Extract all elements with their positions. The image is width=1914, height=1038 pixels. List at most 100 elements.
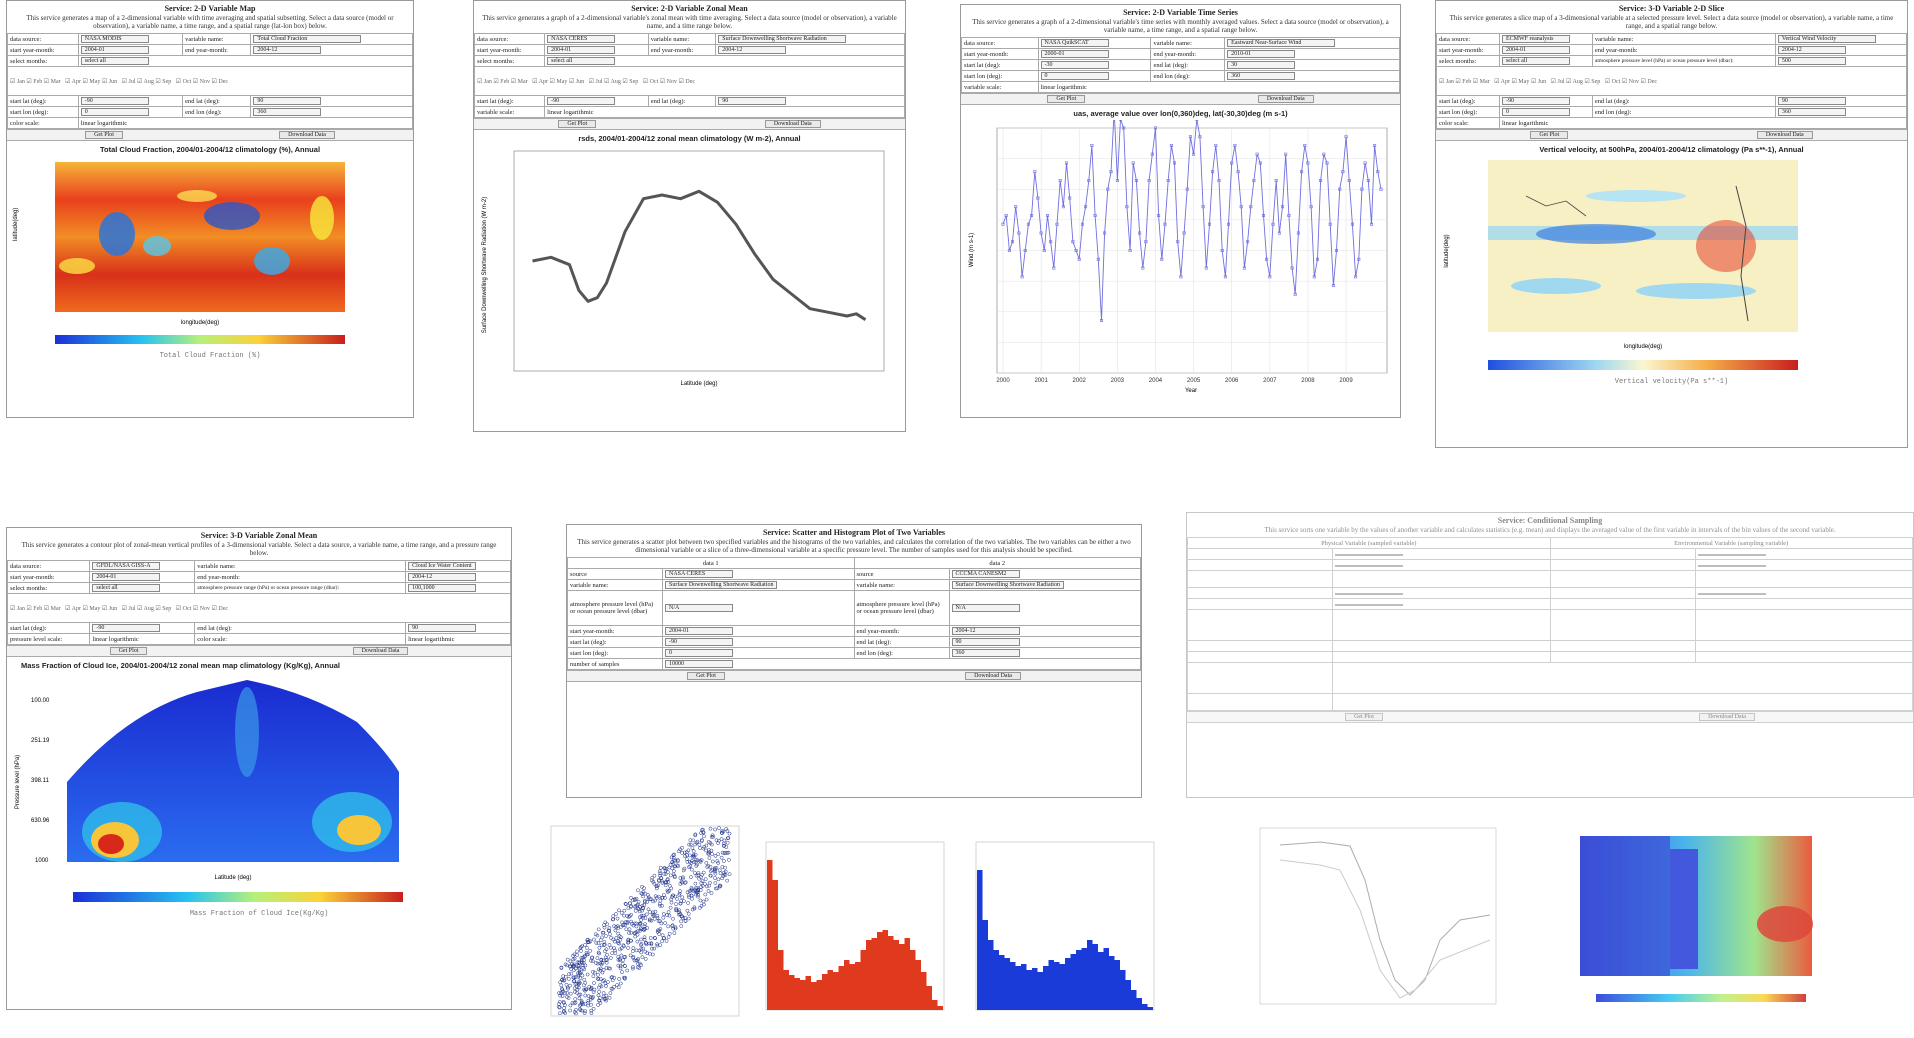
start-month-input[interactable]: 2004-01 [547,46,616,54]
pressure-scale-radio[interactable]: linear logarithmic [89,633,196,645]
scatter-point [707,850,712,855]
download-data-button[interactable]: Download Data [352,647,409,655]
pressure-level1-input[interactable]: N/A [665,604,733,612]
scatter-point [622,964,627,968]
source-select[interactable]: GFDL/NASA GISS-A [92,562,161,570]
get-plot-button[interactable]: Get Plot [85,131,123,139]
data-point [1322,152,1326,156]
download-data-button[interactable]: Download Data [1257,95,1314,103]
variable-select[interactable]: Cloud Ice Water Content [408,562,477,570]
start-lat-input[interactable]: -90 [92,624,161,632]
start-lat-input[interactable]: -30 [1040,61,1109,69]
get-plot-button[interactable]: Get Plot [1047,95,1086,103]
start-month-input[interactable]: 2004-01 [665,627,733,635]
download-data-button[interactable]: Download Data [764,120,821,128]
get-plot-button[interactable]: Get Plot [687,672,725,680]
variable1-select[interactable]: Surface Downwelling Shortwave Radiation [665,581,778,589]
start-month-input[interactable]: 2004-01 [92,573,161,581]
download-data-button[interactable]: Download Data [279,131,335,139]
end-month-input[interactable]: 2004-12 [718,46,787,54]
end-month-input[interactable]: 2010-01 [1227,50,1296,58]
start-lat-input[interactable]: -90 [665,638,733,646]
get-plot-button[interactable]: Get Plot [1345,713,1383,721]
end-month-input[interactable] [1697,592,1766,595]
start-lat-input[interactable]: -90 [547,97,616,105]
download-data-button[interactable]: Download Data [1699,713,1755,721]
months-select[interactable]: select all [547,57,616,65]
end-lat-input[interactable]: 90 [408,624,477,632]
month-checkboxes[interactable]: ☑ Jan ☑ Feb ☑ Mar ☑ Apr ☑ May ☑ Jun ☑ Ju… [7,66,413,96]
start-lon-input[interactable]: 0 [80,108,149,116]
histogram-bar [1076,950,1082,1010]
end-lat-input[interactable]: 90 [253,97,322,105]
scale-radio[interactable]: linear logarithmic [1037,81,1400,93]
start-lon-input[interactable]: 0 [1040,72,1109,80]
color-scale-radio[interactable]: linear logarithmic [77,117,413,129]
start-lon-input[interactable]: 0 [665,649,733,657]
start-month-input[interactable]: 2004-01 [1501,46,1570,54]
start-month-input[interactable]: 2004-01 [80,46,149,54]
months-select[interactable]: select all [1501,57,1570,65]
source1-select[interactable]: NASA CERES [665,570,733,578]
get-plot-button[interactable]: Get Plot [109,647,148,655]
end-lat-input[interactable]: 90 [718,97,787,105]
scatter-point [585,952,589,957]
color-scale-radio[interactable]: linear logarithmic [1498,117,1907,129]
download-data-button[interactable]: Download Data [1756,131,1813,139]
variable-select[interactable]: Vertical Wind Velocity [1777,35,1876,43]
end-lat-input[interactable]: 90 [951,638,1020,646]
start-lon-input[interactable]: 0 [1501,108,1570,116]
months-select[interactable] [1335,603,1403,606]
pressure-range-input[interactable]: 100,1000 [408,584,477,592]
end-lon-input[interactable]: 360 [1777,108,1846,116]
data-point [1154,126,1158,130]
get-plot-button[interactable]: Get Plot [1530,131,1569,139]
end-lat-input[interactable]: 30 [1227,61,1296,69]
samples-input[interactable]: 10000 [665,660,733,668]
scale-radio[interactable]: linear logarithmic [544,106,905,118]
environmental-source-select[interactable] [1697,553,1766,556]
scatter-point [615,916,620,921]
variable-select[interactable]: Surface Downwelling Shortwave Radiation [718,35,847,43]
scatter-point [616,941,621,945]
end-month-input[interactable]: 2004-12 [253,46,322,54]
month-checkboxes[interactable]: ☑ Jan ☑ Feb ☑ Mar ☑ Apr ☑ May ☑ Jun ☑ Ju… [7,593,511,623]
variable-select[interactable]: Eastward Near-Surface Wind [1227,39,1336,47]
source-select[interactable]: ECMWF reanalysis [1501,35,1570,43]
scatter-point [585,972,590,977]
start-month-input[interactable]: 2000-01 [1040,50,1109,58]
end-lat-input[interactable]: 90 [1777,97,1846,105]
histogram-bar [1103,948,1109,1010]
end-lon-input[interactable]: 360 [253,108,322,116]
months-select[interactable]: select all [80,57,149,65]
end-lon-input[interactable]: 360 [951,649,1020,657]
scatter-point [636,888,640,893]
variable2-select[interactable]: Surface Downwelling Shortwave Radiation [951,581,1064,589]
scatter-point [602,925,607,930]
pressure-level-input[interactable]: 500 [1777,57,1846,65]
physical-source-select[interactable] [1335,553,1403,556]
source-select[interactable]: NASA QuikSCAT [1040,39,1109,47]
source2-select[interactable]: CCCMA CANESM2 [951,570,1020,578]
environmental-variable-select[interactable] [1697,564,1766,567]
source-select[interactable]: NASA MODIS [80,35,149,43]
pressure-level2-input[interactable]: N/A [951,604,1020,612]
physical-variable-select[interactable] [1335,564,1403,567]
end-month-input[interactable]: 2004-12 [951,627,1020,635]
variable-select[interactable]: Total Cloud Fraction [253,35,362,43]
end-month-input[interactable]: 2004-12 [408,573,477,581]
color-scale-radio[interactable]: linear logarithmic [405,633,511,645]
end-lon-input[interactable]: 360 [1227,72,1296,80]
start-month-input[interactable] [1335,592,1403,595]
month-checkboxes[interactable]: ☑ Jan ☑ Feb ☑ Mar ☑ Apr ☑ May ☑ Jun ☑ Ju… [474,66,905,96]
months-select[interactable]: select all [92,584,161,592]
scatter-point [647,951,652,956]
panel-title: Service: 2-D Variable Time Series [1123,8,1238,17]
end-month-input[interactable]: 2004-12 [1777,46,1846,54]
start-lat-input[interactable]: -90 [1501,97,1570,105]
source-select[interactable]: NASA CERES [547,35,616,43]
month-checkboxes[interactable]: ☑ Jan ☑ Feb ☑ Mar ☑ Apr ☑ May ☑ Jun ☑ Ju… [1436,66,1907,96]
start-lat-input[interactable]: -90 [80,97,149,105]
download-data-button[interactable]: Download Data [965,672,1021,680]
get-plot-button[interactable]: Get Plot [558,120,597,128]
